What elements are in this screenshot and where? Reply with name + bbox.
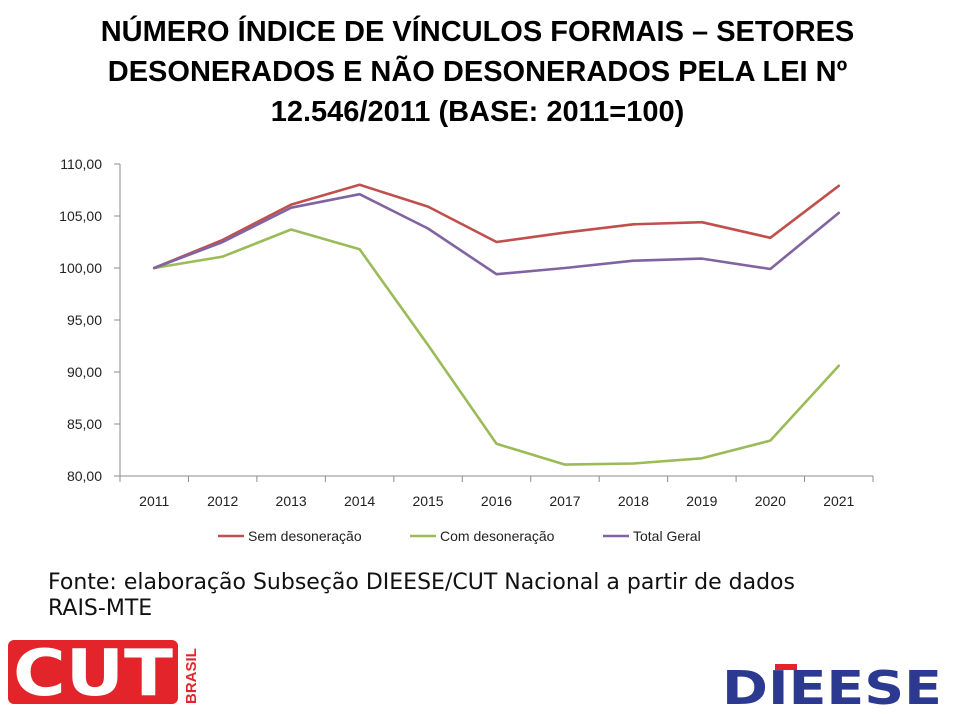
legend-label-1: Com desoneração: [440, 528, 555, 544]
chart-title-line-1: NÚMERO ÍNDICE DE VÍNCULOS FORMAIS – SETO…: [100, 16, 855, 48]
chart-axes: [119, 164, 873, 477]
y-tick-label: 85,00: [67, 416, 102, 432]
y-axis-ticks: 110,00 105,00 100,00 95,00 90,00 85,00 80,00: [59, 156, 120, 484]
cut-brasil-label: BRASIL: [183, 648, 200, 704]
cut-logo-text: CUT: [13, 640, 173, 704]
cut-brasil-text: BRASIL: [183, 648, 200, 704]
source-note: Fonte: elaboração Subseção DIEESE/CUT Na…: [48, 570, 928, 622]
y-tick-label: 80,00: [67, 468, 102, 484]
x-tick-label: 2012: [207, 493, 238, 509]
cut-logo-background: [8, 640, 178, 704]
legend-label-0: Sem desoneração: [248, 528, 362, 544]
chart-title-line-3: 12.546/2011 (BASE: 2011=100): [270, 96, 685, 128]
x-tick-label: 2017: [549, 493, 580, 509]
dieese-logo: DIEESE: [722, 664, 942, 706]
x-tick-label: 2013: [276, 493, 307, 509]
series-line-0: [152, 183, 841, 270]
dieese-logo-accent: [775, 664, 797, 670]
dieese-logo-text: DIEESE: [722, 664, 942, 706]
chart-legend: Sem desoneração Com desoneração Total Gera…: [218, 528, 701, 544]
source-line-1: Fonte: elaboração Subseção DIEESE/CUT Na…: [48, 570, 795, 595]
x-tick-label: 2015: [412, 493, 443, 509]
x-tick-label: 2016: [481, 493, 512, 509]
cut-logo: CUT: [8, 640, 178, 704]
x-tick-label: 2011: [139, 493, 169, 509]
x-axis-ticks: 2011 2012 2013 2014 2015 2016 2017 2018 2019 2020…: [119, 476, 874, 509]
series-line-1: [152, 228, 841, 466]
x-tick-label: 2018: [618, 493, 649, 509]
x-tick-label: 2020: [755, 493, 786, 509]
y-tick-label: 110,00: [60, 156, 102, 172]
y-tick-label: 90,00: [67, 364, 102, 380]
chart-title-line-2: DESONERADOS E NÃO DESONERADOS PELA LEI N…: [107, 56, 848, 88]
x-tick-label: 2021: [823, 493, 854, 509]
x-tick-label: 2019: [686, 493, 717, 509]
x-tick-label: 2014: [344, 493, 375, 509]
y-tick-label: 105,00: [59, 208, 102, 224]
source-line-2: RAIS-MTE: [48, 596, 153, 621]
y-tick-label: 100,00: [59, 260, 102, 276]
chart-title: NÚMERO ÍNDICE DE VÍNCULOS FORMAIS – SETO…: [0, 12, 955, 132]
legend-label-2: Total Geral: [633, 528, 701, 544]
series-line-2: [152, 192, 841, 276]
series-lines: [152, 183, 841, 466]
y-tick-label: 95,00: [67, 312, 102, 328]
